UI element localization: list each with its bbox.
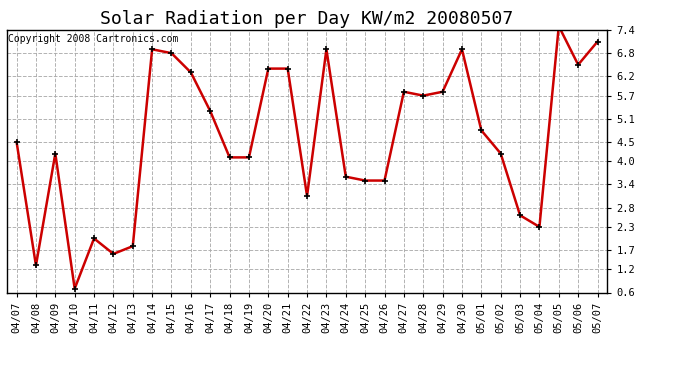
Text: Copyright 2008 Cartronics.com: Copyright 2008 Cartronics.com (8, 34, 179, 44)
Title: Solar Radiation per Day KW/m2 20080507: Solar Radiation per Day KW/m2 20080507 (101, 10, 513, 28)
